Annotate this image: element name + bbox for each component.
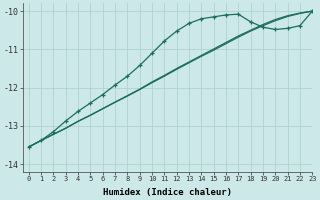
X-axis label: Humidex (Indice chaleur): Humidex (Indice chaleur)	[103, 188, 232, 197]
